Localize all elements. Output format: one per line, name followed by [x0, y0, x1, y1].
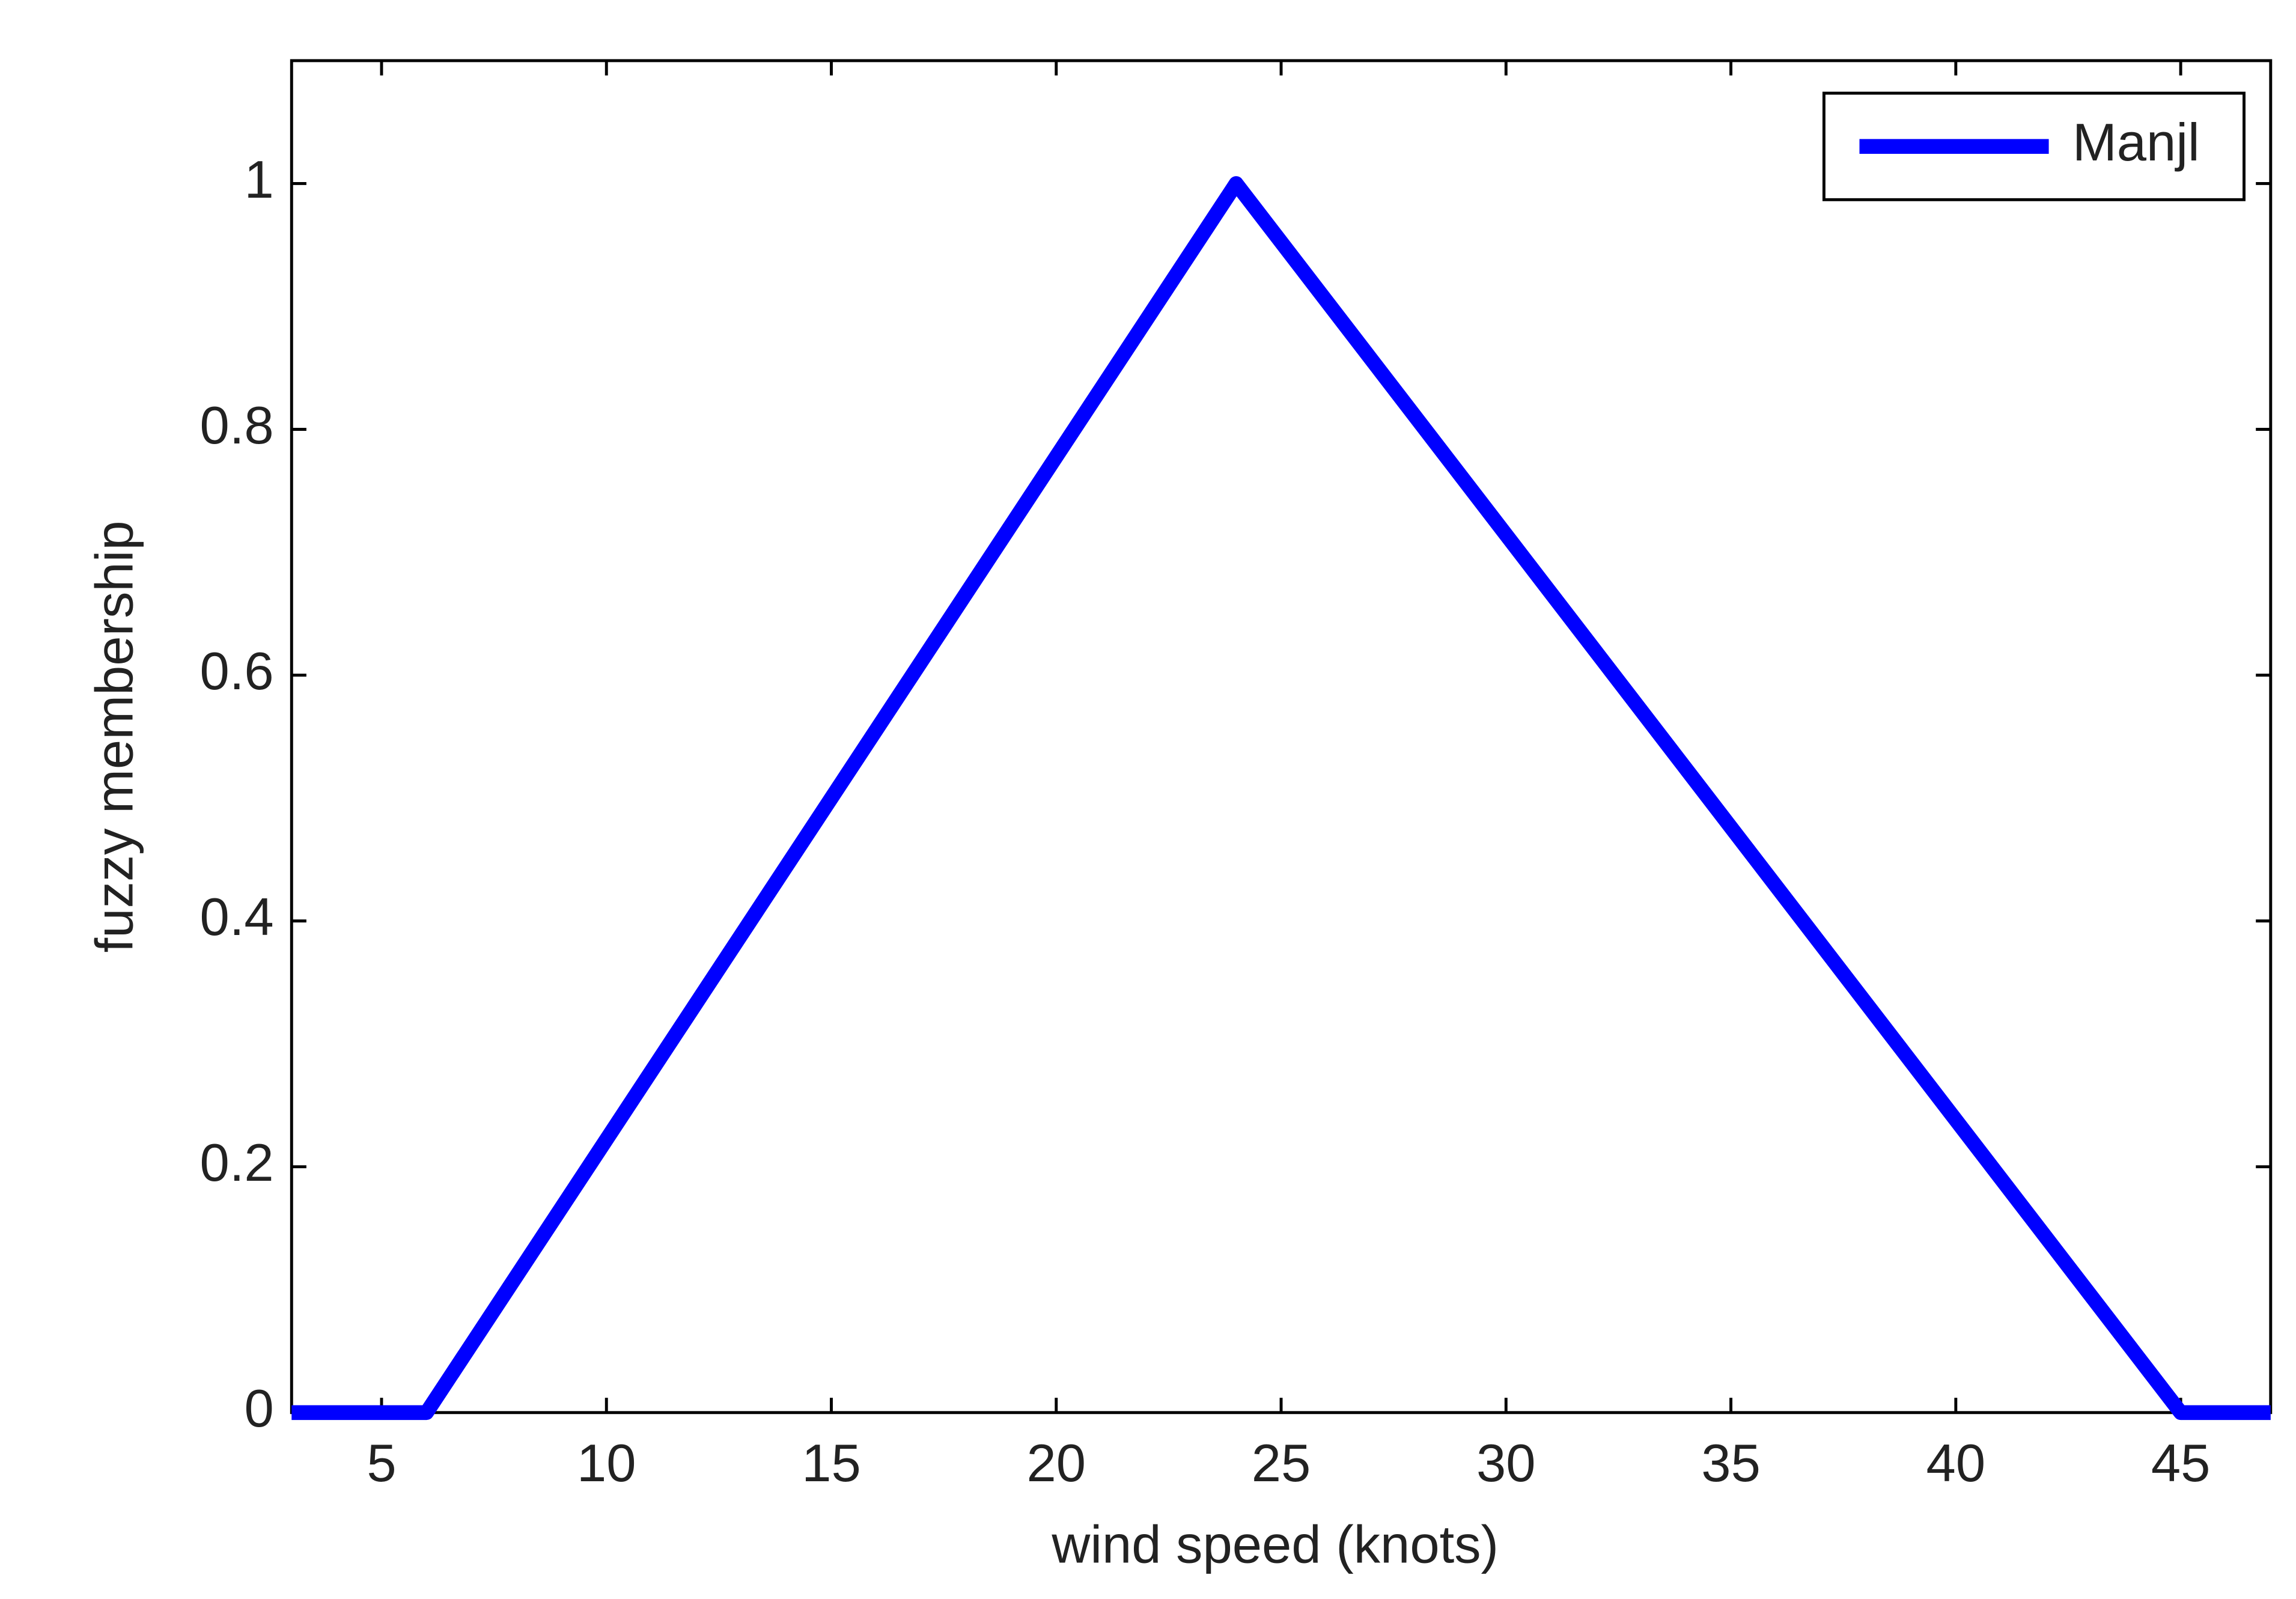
x-tick-label: 40 [1926, 1433, 1986, 1493]
x-tick-label: 15 [802, 1433, 861, 1493]
y-axis-label: fuzzy membership [85, 520, 144, 952]
x-tick-label: 30 [1476, 1433, 1536, 1493]
x-tick-label: 35 [1701, 1433, 1761, 1493]
x-tick-label: 10 [577, 1433, 636, 1493]
x-axis-label: wind speed (knots) [1051, 1515, 1499, 1574]
legend-label: Manjl [2072, 112, 2200, 172]
x-tick-label: 20 [1026, 1433, 1086, 1493]
y-tick-label: 0.4 [200, 887, 274, 946]
y-tick-label: 0.2 [200, 1133, 274, 1192]
x-tick-label: 25 [1252, 1433, 1311, 1493]
y-tick-label: 1 [244, 150, 273, 209]
x-tick-label: 45 [2151, 1433, 2211, 1493]
y-tick-label: 0 [244, 1378, 273, 1438]
y-tick-label: 0.6 [200, 641, 274, 701]
plot-frame [290, 59, 2273, 1415]
y-tick-label: 0.8 [200, 395, 274, 455]
x-tick-label: 5 [367, 1433, 396, 1493]
data-line [291, 176, 2271, 1421]
